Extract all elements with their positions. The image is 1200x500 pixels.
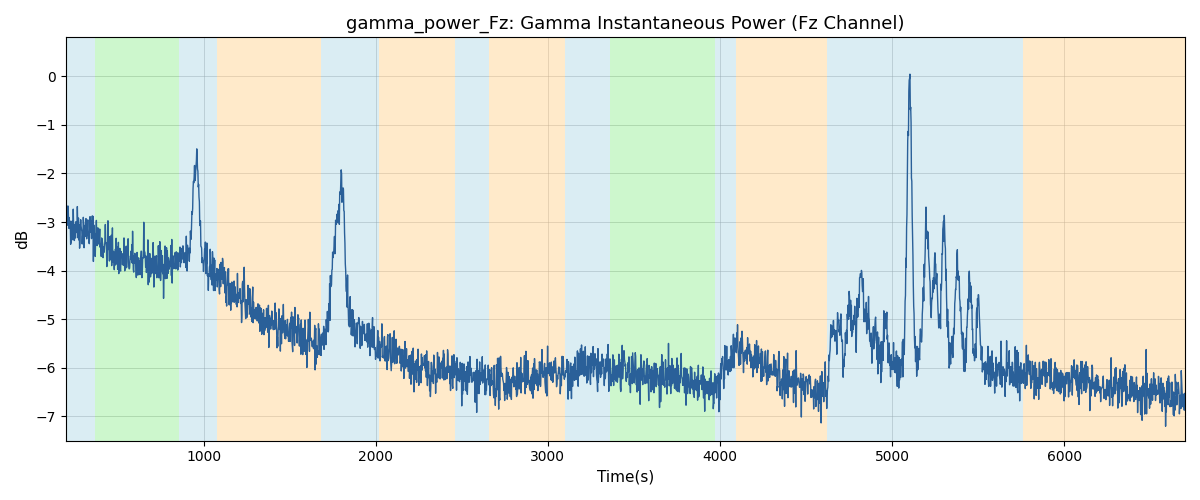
Bar <box>66 38 95 440</box>
Bar <box>217 38 320 440</box>
Bar <box>1024 38 1081 440</box>
Bar <box>850 38 1024 440</box>
Bar <box>490 38 565 440</box>
Bar <box>95 38 180 440</box>
Bar <box>455 38 490 440</box>
Bar <box>610 38 715 440</box>
Bar <box>1081 38 1186 440</box>
Bar <box>736 38 827 440</box>
Bar <box>827 38 850 440</box>
X-axis label: Time(s): Time(s) <box>596 470 654 485</box>
Y-axis label: dB: dB <box>16 229 30 249</box>
Bar <box>320 38 379 440</box>
Bar <box>379 38 455 440</box>
Title: gamma_power_Fz: Gamma Instantaneous Power (Fz Channel): gamma_power_Fz: Gamma Instantaneous Powe… <box>346 15 905 34</box>
Bar <box>180 38 217 440</box>
Bar <box>715 38 736 440</box>
Bar <box>565 38 610 440</box>
